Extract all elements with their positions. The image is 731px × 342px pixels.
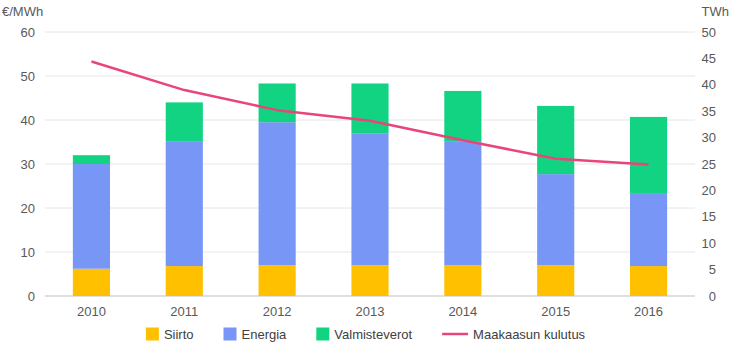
x-tick-label: 2013 (356, 304, 385, 319)
legend: Siirto Energia Valmisteverot Maakaasun kulu… (146, 327, 586, 342)
legend-swatch (442, 333, 468, 336)
x-tick-label: 2014 (448, 304, 477, 319)
legend-swatch (224, 328, 237, 341)
y2-tick-label: 25 (702, 157, 716, 172)
bar-segment (73, 269, 110, 296)
legend-item: Energia (224, 327, 288, 342)
y2-tick (695, 32, 698, 33)
bar-segment (444, 265, 481, 296)
legend-swatch (316, 328, 329, 341)
x-tick-label: 2016 (634, 304, 663, 319)
y2-tick-label: 35 (702, 104, 716, 119)
y2-tick-label: 0 (709, 289, 716, 304)
grid-line (45, 32, 695, 33)
y2-tick (695, 84, 698, 85)
bar-segment (73, 155, 110, 164)
bar-segment (351, 133, 388, 265)
bar-segment (630, 193, 667, 266)
bar-segment (259, 83, 296, 122)
y-tick-label: 10 (21, 245, 35, 260)
bar-segment (166, 102, 203, 141)
y-tick-label: 50 (21, 69, 35, 84)
y2-tick-label: 5 (709, 262, 716, 277)
legend-label: Maakaasun kulutus (473, 327, 586, 342)
line (91, 62, 648, 165)
legend-swatch (146, 328, 159, 341)
y2-tick-label: 15 (702, 209, 716, 224)
bar-segment (73, 164, 110, 269)
y2-tick (695, 190, 698, 191)
bar-segment (444, 91, 481, 141)
y2-tick-label: 30 (702, 130, 716, 145)
y2-tick-label: 10 (702, 236, 716, 251)
bar-segment (630, 266, 667, 296)
x-tick-label: 2011 (170, 304, 198, 319)
bar-segment (166, 141, 203, 266)
x-tick-label: 2012 (263, 304, 292, 319)
y-tick-label: 20 (21, 201, 35, 216)
y2-axis-label: TWh (702, 4, 729, 19)
y2-tick-label: 20 (702, 183, 716, 198)
bar-segment (630, 117, 667, 193)
bar-segment (259, 122, 296, 265)
y2-tick (695, 296, 698, 297)
chart: 0 10 20 30 40 50 60 0 5 10 15 20 25 30 35 40 45 50 €/MWh TW… (0, 0, 731, 342)
y-axis-label: €/MWh (2, 4, 43, 19)
legend-label: Siirto (164, 327, 194, 342)
x-tick-label: 2015 (541, 304, 570, 319)
legend-item: Maakaasun kulutus (442, 327, 586, 342)
y-tick-label: 40 (21, 113, 35, 128)
plot-area (73, 62, 667, 296)
x-tick-label: 2010 (77, 304, 106, 319)
y2-tick (695, 269, 698, 270)
y2-tick (695, 243, 698, 244)
bar-segment (351, 83, 388, 133)
y2-tick (695, 216, 698, 217)
y2-tick (695, 137, 698, 138)
y2-tick-label: 45 (702, 51, 716, 66)
bar-segment (537, 106, 574, 174)
bar-segment (166, 266, 203, 296)
bar-segment (259, 265, 296, 296)
legend-item: Valmisteverot (316, 327, 412, 342)
legend-label: Energia (242, 327, 288, 342)
y-tick-label: 0 (28, 289, 35, 304)
y-tick-label: 60 (21, 25, 35, 40)
legend-item: Siirto (146, 327, 194, 342)
y2-tick-label: 50 (702, 25, 716, 40)
y-tick-label: 30 (21, 157, 35, 172)
y2-tick (695, 164, 698, 165)
bar-segment (351, 265, 388, 296)
bar-segment (537, 265, 574, 296)
y2-tick (695, 111, 698, 112)
legend-label: Valmisteverot (334, 327, 412, 342)
bar-segment (537, 174, 574, 265)
y2-tick-label: 40 (702, 77, 716, 92)
y2-tick (695, 58, 698, 59)
bar-segment (444, 141, 481, 265)
